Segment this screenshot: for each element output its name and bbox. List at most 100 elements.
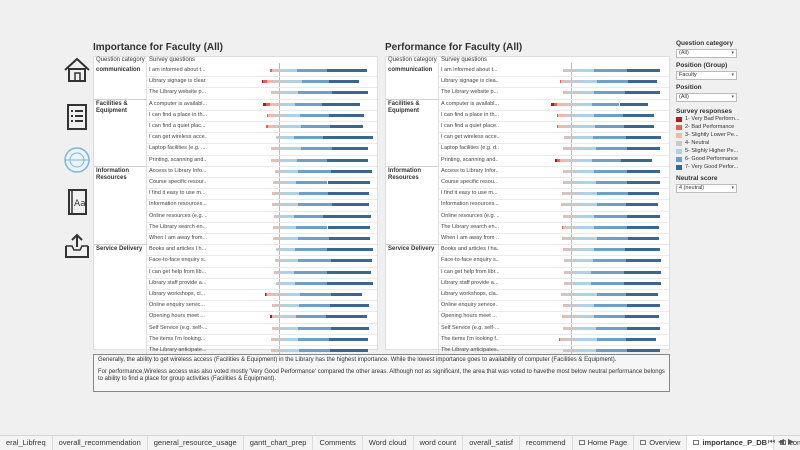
survey-question-label: Laptop facilities (e.g. d... [441, 145, 499, 152]
row-divider [439, 165, 669, 167]
legend-item[interactable]: 6- Good Performance [676, 155, 796, 163]
position-dropdown[interactable]: (All) ▾ [676, 93, 737, 102]
survey-question-label: Online resources (e.g. ... [441, 212, 499, 219]
row-divider [147, 199, 377, 201]
dictionary-icon: Aa [68, 189, 87, 215]
response-bar-segment [293, 214, 323, 218]
next-sheet-icon[interactable]: ▶ [788, 437, 795, 446]
row-divider [147, 221, 377, 223]
legend-label: 7- Very Good Perfor... [685, 164, 739, 170]
first-sheet-icon[interactable]: ⏮ [768, 437, 776, 446]
response-bar-segment [274, 326, 284, 330]
sheet-tab[interactable]: general_resource_usage [148, 436, 244, 450]
legend-item[interactable]: 7- Very Good Perfor... [676, 163, 796, 171]
dropdown-value: 4 (neutral) [679, 185, 705, 191]
response-bar-segment [282, 102, 295, 106]
row-divider [439, 121, 669, 122]
question-category-dropdown[interactable]: (All) ▾ [676, 49, 737, 58]
category-column-header: Question category [388, 57, 437, 63]
response-bar-segment [283, 304, 300, 308]
response-bar-segment [275, 69, 283, 72]
response-bar-segment [276, 214, 282, 218]
sheet-tab[interactable]: gantt_chart_prep [244, 436, 314, 450]
survey-question-label: I can get help from libr... [441, 268, 499, 275]
response-bar-segment [273, 181, 276, 184]
row-divider [439, 177, 669, 178]
response-bar-segment [281, 248, 296, 252]
response-bar-segment [577, 293, 598, 296]
legend-swatch [676, 116, 682, 122]
row-divider [147, 333, 377, 335]
response-bar-segment [557, 113, 559, 117]
response-bar-segment [563, 69, 566, 72]
sheet-tab[interactable]: importance_P_DB [687, 436, 775, 450]
legend-item[interactable]: 3- Slightly Lower Pe... [676, 131, 796, 139]
category-label: Facilities & Equipment [96, 100, 128, 114]
sheet-tab[interactable]: Comments [313, 436, 363, 450]
row-divider [147, 98, 377, 100]
prev-sheet-icon[interactable]: ◀ [778, 437, 785, 446]
response-bar-segment [274, 270, 277, 274]
response-bar-segment [564, 259, 567, 263]
row-divider [439, 76, 669, 78]
response-bar-segment [563, 304, 566, 308]
neutral-score-dropdown[interactable]: 4 (neutral) ▾ [676, 184, 737, 193]
sheet-tab[interactable]: word count [414, 436, 464, 450]
importance-title: Importance for Faculty (All) [93, 42, 224, 53]
response-bar-segment [298, 91, 333, 95]
response-bar-segment [557, 102, 566, 106]
legend-title: Survey responses [676, 108, 733, 115]
response-bar-segment [576, 69, 595, 72]
response-bar-segment [594, 169, 628, 173]
legend-item[interactable]: 5- Slighly Higher Pe... [676, 147, 796, 155]
response-bar-segment [564, 281, 567, 285]
response-bar-segment [596, 349, 628, 352]
sheet-tab[interactable]: overall_satisf [463, 436, 520, 450]
response-bar-segment [330, 349, 369, 352]
response-bar-segment [624, 125, 655, 128]
column-divider [438, 63, 439, 363]
response-bar-segment [329, 113, 365, 117]
row-divider [147, 311, 377, 313]
survey-question-label: I am informed about t... [441, 67, 498, 73]
response-bar-segment [594, 304, 628, 308]
row-divider [147, 266, 377, 268]
response-bar-segment [297, 158, 327, 162]
legend-item[interactable]: 4- Neutral [676, 139, 796, 147]
legend-item[interactable]: 2- Bad Performance [676, 123, 796, 131]
position-group-dropdown[interactable]: Faculty ▾ [676, 71, 737, 80]
response-bar-segment [560, 337, 565, 341]
response-bar-segment [326, 248, 374, 252]
sheet-tab-label: recommend [525, 437, 566, 447]
sheet-tab[interactable]: eral_Libfreq [0, 436, 53, 450]
row-divider [439, 244, 669, 246]
response-bar-segment [281, 281, 296, 285]
response-bar-segment [298, 326, 332, 330]
response-bar-segment [561, 293, 565, 296]
sheet-tab[interactable]: Home Page [573, 436, 635, 450]
neutral-reference-line [279, 63, 280, 357]
response-bar-segment [321, 102, 361, 106]
response-bar-segment [575, 281, 592, 285]
sheet-tab-label: general_resource_usage [153, 437, 237, 447]
response-bar-segment [283, 337, 299, 341]
chevron-down-icon: ▾ [731, 185, 734, 191]
sheet-tab[interactable]: Word cloud [363, 436, 414, 450]
response-bar-segment [274, 91, 284, 95]
legend-item[interactable]: 1- Very Bad Perform... [676, 115, 796, 123]
sheet-tab[interactable]: recommend [520, 436, 573, 450]
sheet-tab-label: gantt_chart_prep [249, 437, 307, 447]
sheet-tab[interactable]: overall_recommendation [53, 436, 148, 450]
survey-question-label: The Library anticipate... [149, 347, 207, 353]
response-bar-segment [329, 80, 359, 84]
response-bar-segment [562, 225, 564, 229]
sheet-tab[interactable]: Overview [634, 436, 688, 450]
response-bar-segment [563, 169, 566, 173]
response-bar-segment [332, 147, 369, 151]
filter-panel: Question category (All) ▾ Position (Group… [676, 40, 796, 193]
response-bar-segment [275, 181, 283, 184]
sheet-tab[interactable]: common_words [774, 436, 800, 450]
row-divider [147, 233, 377, 234]
response-bar-segment [565, 147, 577, 151]
response-bar-segment [271, 337, 275, 341]
